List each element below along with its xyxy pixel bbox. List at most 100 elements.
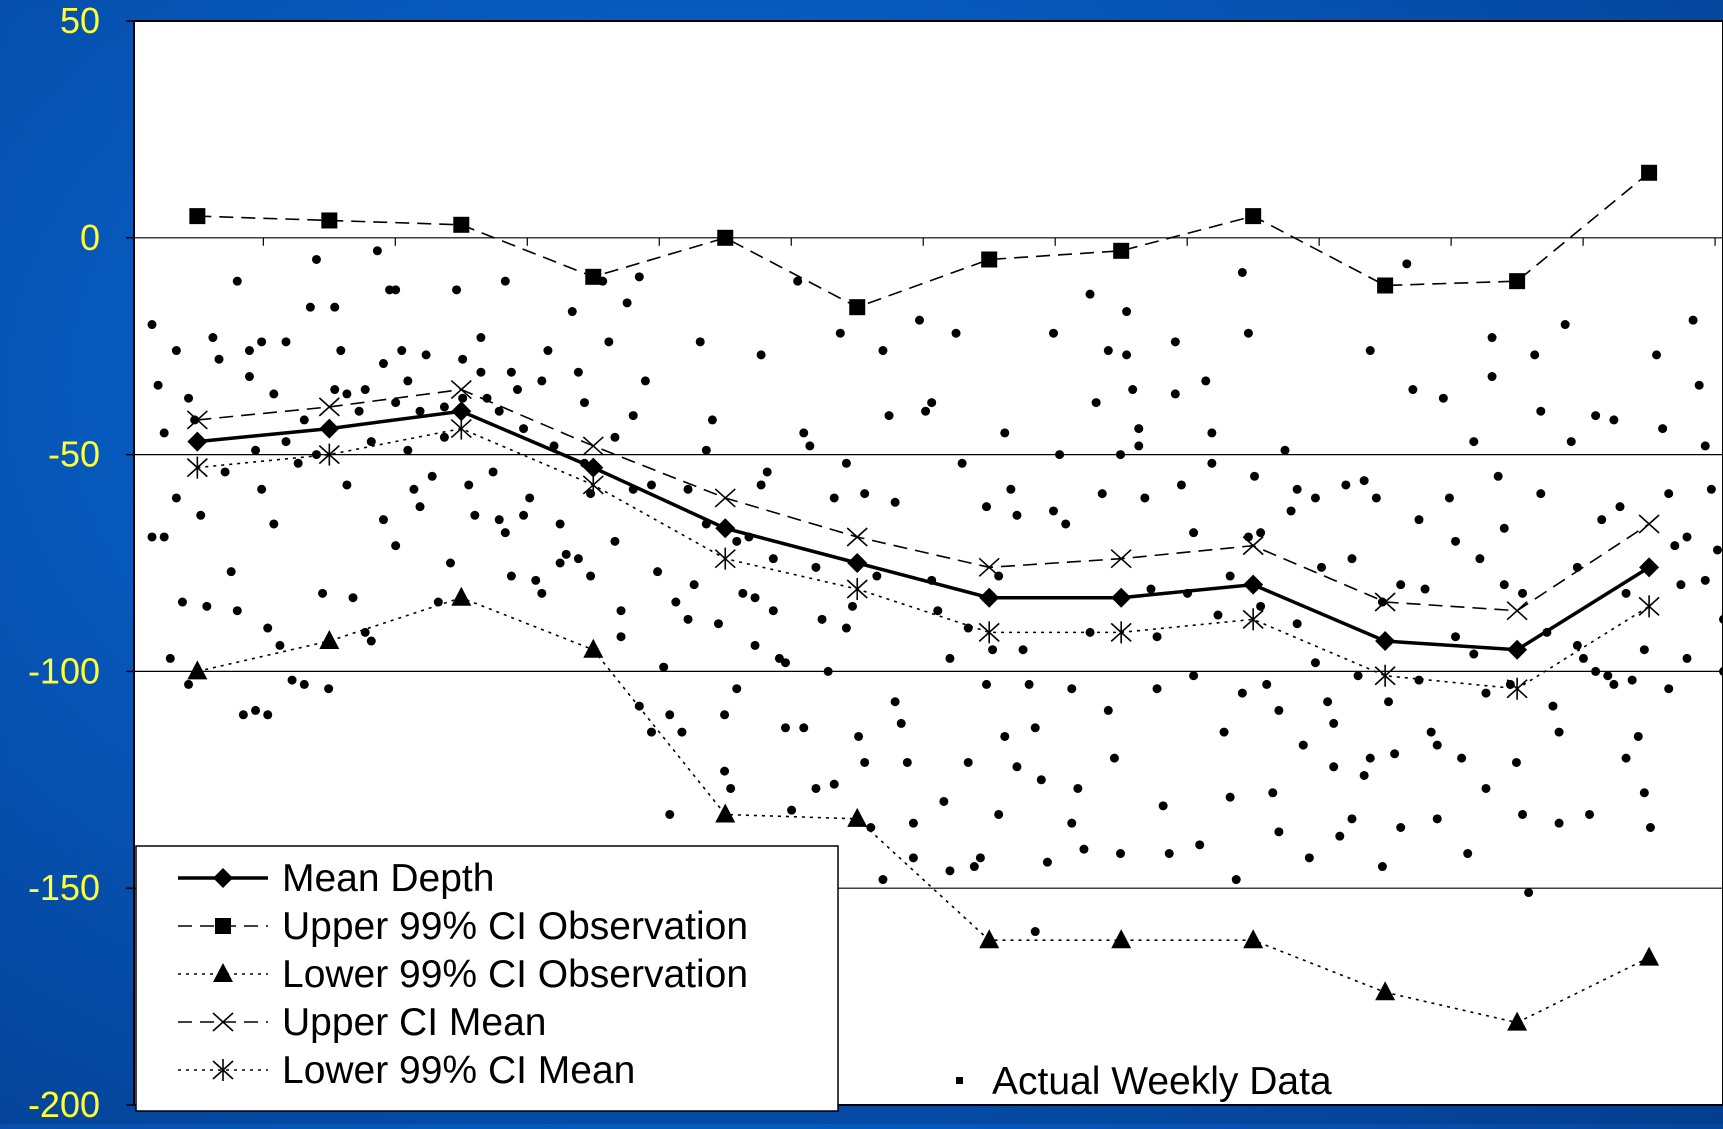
data-point xyxy=(269,389,278,398)
data-point xyxy=(1664,684,1673,693)
data-point xyxy=(1165,849,1174,858)
data-point xyxy=(282,437,291,446)
data-point xyxy=(1037,775,1046,784)
data-point xyxy=(1073,784,1082,793)
data-point xyxy=(641,376,650,385)
data-point xyxy=(318,589,327,598)
data-point xyxy=(1396,823,1405,832)
data-point xyxy=(1609,415,1618,424)
data-point xyxy=(269,519,278,528)
data-point xyxy=(1457,754,1466,763)
data-point xyxy=(1414,515,1423,524)
data-point xyxy=(215,355,224,364)
data-point xyxy=(1372,493,1381,502)
data-point xyxy=(1274,706,1283,715)
data-point xyxy=(233,277,242,286)
data-point xyxy=(878,346,887,355)
data-point xyxy=(1360,476,1369,485)
legend-label: Mean Depth xyxy=(282,857,494,900)
data-point xyxy=(1384,697,1393,706)
data-point xyxy=(251,446,260,455)
data-point xyxy=(708,415,717,424)
data-point xyxy=(1427,728,1436,737)
data-point xyxy=(1421,585,1430,594)
data-point xyxy=(245,372,254,381)
data-point xyxy=(543,346,552,355)
data-point xyxy=(842,459,851,468)
data-point xyxy=(1664,489,1673,498)
data-point xyxy=(860,489,869,498)
data-point xyxy=(1177,480,1186,489)
data-point xyxy=(1238,268,1247,277)
data-point xyxy=(184,680,193,689)
data-point xyxy=(732,537,741,546)
data-point xyxy=(1555,819,1564,828)
data-point xyxy=(1116,849,1125,858)
data-point xyxy=(988,645,997,654)
data-point xyxy=(1615,502,1624,511)
data-point xyxy=(1640,788,1649,797)
legend-label: Upper 99% CI Observation xyxy=(282,905,748,948)
data-point xyxy=(720,710,729,719)
data-point xyxy=(1518,810,1527,819)
data-point xyxy=(1244,532,1253,541)
data-point xyxy=(166,654,175,663)
data-point xyxy=(1140,493,1149,502)
data-point xyxy=(872,572,881,581)
data-point xyxy=(1207,459,1216,468)
data-point xyxy=(757,350,766,359)
data-point xyxy=(1488,372,1497,381)
data-point xyxy=(1305,853,1314,862)
data-point xyxy=(1207,428,1216,437)
data-point xyxy=(915,316,924,325)
data-point xyxy=(635,272,644,281)
data-point xyxy=(909,853,918,862)
data-point xyxy=(470,511,479,520)
data-point xyxy=(1153,684,1162,693)
data-point xyxy=(848,602,857,611)
data-point xyxy=(196,511,205,520)
data-point xyxy=(610,433,619,442)
data-point xyxy=(1311,493,1320,502)
data-point xyxy=(403,376,412,385)
data-point xyxy=(330,385,339,394)
data-point xyxy=(647,480,656,489)
data-point xyxy=(1335,832,1344,841)
series-marker xyxy=(1641,165,1657,181)
data-point xyxy=(1153,632,1162,641)
data-point xyxy=(1067,819,1076,828)
data-point xyxy=(617,632,626,641)
data-point xyxy=(1366,346,1375,355)
data-point xyxy=(702,446,711,455)
data-point xyxy=(580,398,589,407)
data-point xyxy=(160,532,169,541)
data-point xyxy=(836,329,845,338)
data-point xyxy=(1116,450,1125,459)
data-point xyxy=(1226,572,1235,581)
data-point xyxy=(1628,676,1637,685)
data-point xyxy=(330,303,339,312)
data-point xyxy=(409,485,418,494)
data-point xyxy=(160,428,169,437)
data-point xyxy=(1092,398,1101,407)
data-point xyxy=(824,667,833,676)
data-point xyxy=(811,563,820,572)
data-point xyxy=(1019,645,1028,654)
data-point xyxy=(1031,927,1040,936)
data-point xyxy=(1469,650,1478,659)
data-point xyxy=(1067,684,1076,693)
data-point xyxy=(574,554,583,563)
data-point xyxy=(982,502,991,511)
series-marker xyxy=(189,208,205,224)
data-point xyxy=(732,684,741,693)
data-point xyxy=(148,532,157,541)
data-point xyxy=(671,598,680,607)
data-point xyxy=(1682,654,1691,663)
data-point xyxy=(342,480,351,489)
data-point xyxy=(306,303,315,312)
data-point xyxy=(1201,376,1210,385)
data-point xyxy=(1360,771,1369,780)
data-point xyxy=(1433,814,1442,823)
data-point xyxy=(970,862,979,871)
data-point xyxy=(1086,290,1095,299)
